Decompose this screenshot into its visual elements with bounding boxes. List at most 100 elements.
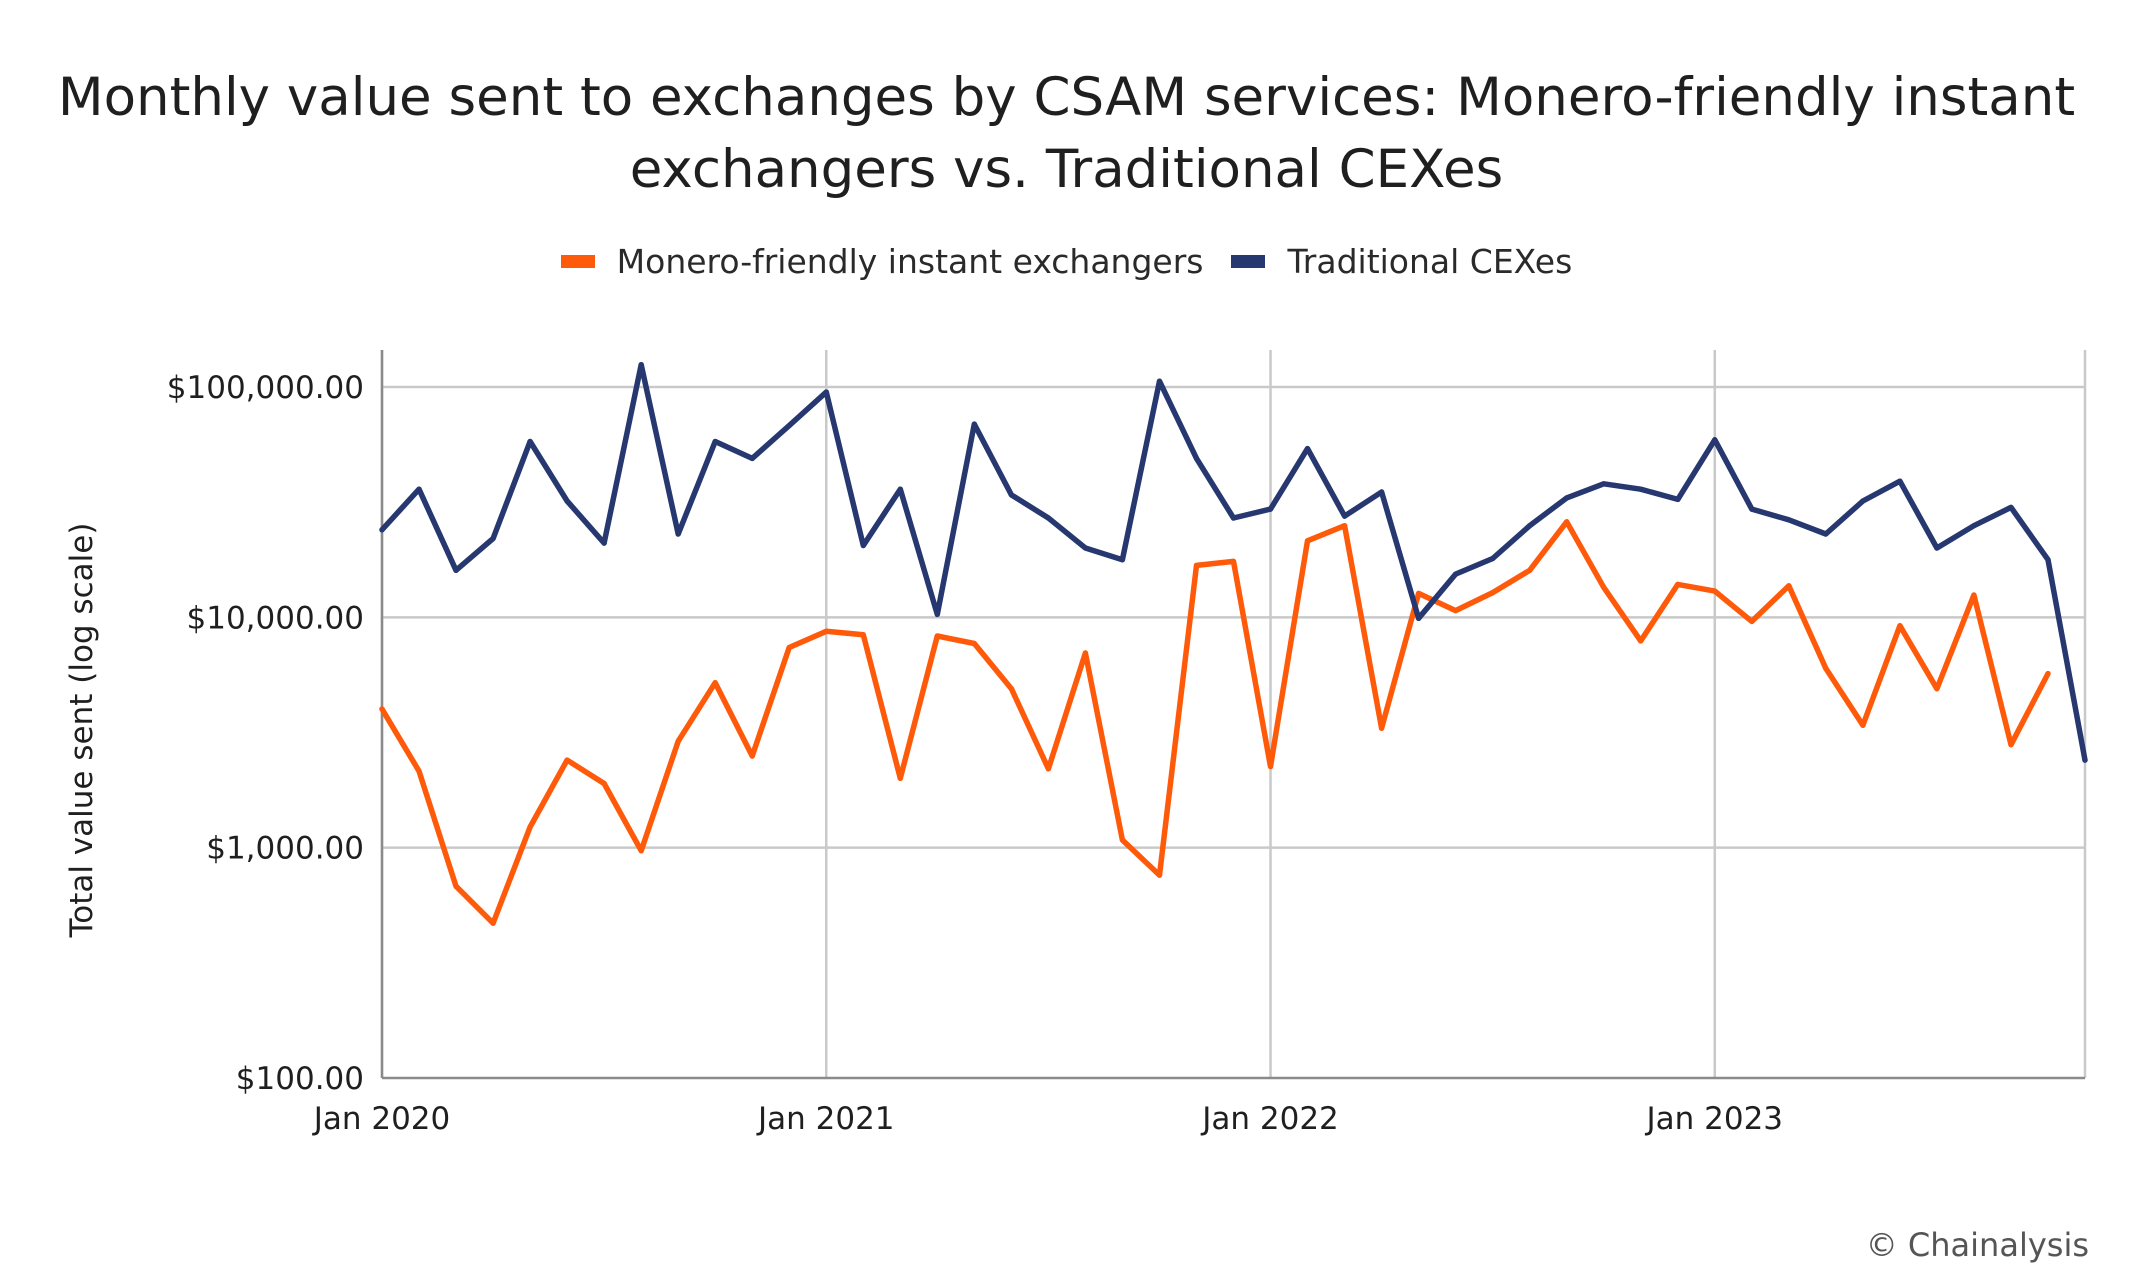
data-point bbox=[1601, 481, 1607, 487]
data-point bbox=[1712, 588, 1718, 594]
data-point bbox=[1712, 437, 1718, 443]
data-point bbox=[1193, 455, 1200, 461]
legend-swatch-cex bbox=[1231, 255, 1266, 268]
x-tick-label-0: Jan 2020 bbox=[312, 1101, 451, 1137]
legend-label-cex: Traditional CEXes bbox=[1287, 242, 1573, 281]
data-point bbox=[675, 738, 681, 744]
data-point bbox=[860, 542, 866, 549]
data-point bbox=[2008, 504, 2014, 511]
data-point bbox=[1453, 607, 1459, 614]
data-point bbox=[1675, 581, 1681, 587]
data-point bbox=[675, 531, 681, 537]
data-point bbox=[453, 883, 459, 889]
credit-text: © Chainalysis bbox=[1865, 1226, 2089, 1264]
data-point bbox=[749, 753, 755, 759]
data-point bbox=[934, 611, 940, 617]
legend-item-cex[interactable]: Traditional CEXes bbox=[1231, 242, 1572, 281]
y-axis-title: Total value sent (log scale) bbox=[64, 523, 100, 939]
data-point bbox=[1675, 496, 1681, 503]
data-point bbox=[1156, 378, 1163, 384]
data-point bbox=[1527, 523, 1533, 529]
data-point bbox=[1267, 763, 1274, 770]
data-point bbox=[416, 486, 422, 492]
data-point bbox=[2045, 670, 2051, 677]
data-point bbox=[1045, 515, 1051, 521]
data-point bbox=[1490, 555, 1496, 562]
legend-item-monero[interactable]: Monero-friendly instant exchangers bbox=[560, 242, 1203, 281]
data-point bbox=[1527, 567, 1533, 573]
data-point bbox=[786, 422, 792, 429]
x-tick-label-1: Jan 2021 bbox=[756, 1101, 895, 1137]
data-point bbox=[2008, 742, 2014, 748]
data-point bbox=[601, 780, 607, 787]
data-point bbox=[1119, 557, 1126, 563]
chart-title-line-1: Monthly value sent to exchanges by CSAM … bbox=[57, 67, 2076, 128]
data-point bbox=[1786, 517, 1792, 523]
data-point bbox=[1934, 545, 1940, 551]
data-point bbox=[1860, 498, 1866, 504]
data-point bbox=[1304, 446, 1311, 452]
data-point bbox=[416, 768, 422, 774]
data-point bbox=[897, 486, 903, 492]
data-point bbox=[1416, 590, 1422, 597]
data-point bbox=[1564, 519, 1570, 525]
legend: Monero-friendly instant exchangers Tradi… bbox=[0, 242, 2133, 281]
data-point bbox=[1378, 489, 1385, 495]
axes bbox=[380, 350, 2085, 1080]
data-point bbox=[1638, 486, 1644, 492]
axis-labels: $100.00 $1,000.00 $10,000.00 $100,000.00 Jan… bbox=[64, 370, 1783, 1137]
series-points-cex bbox=[379, 362, 2088, 763]
data-point bbox=[971, 640, 977, 647]
data-point bbox=[1860, 722, 1866, 728]
data-point bbox=[1897, 478, 1903, 484]
data-point bbox=[860, 632, 866, 638]
y-tick-label-2: $10,000.00 bbox=[187, 600, 365, 636]
data-point bbox=[1490, 590, 1496, 596]
data-point bbox=[1453, 571, 1459, 577]
data-point bbox=[2082, 757, 2088, 763]
data-point bbox=[1341, 513, 1348, 519]
x-tick-label-3: Jan 2023 bbox=[1645, 1101, 1784, 1137]
data-point bbox=[1601, 584, 1607, 590]
data-point bbox=[1823, 531, 1829, 537]
data-point bbox=[823, 628, 829, 634]
y-tick-label-0: $100.00 bbox=[236, 1061, 364, 1097]
chart-title-line-2: exchangers vs. Traditional CEXes bbox=[629, 139, 1504, 200]
data-point bbox=[1786, 583, 1792, 589]
data-point bbox=[1267, 506, 1274, 512]
legend-swatch-monero bbox=[560, 255, 595, 268]
y-tick-label-1: $1,000.00 bbox=[206, 831, 364, 867]
data-point bbox=[1045, 766, 1051, 772]
data-point bbox=[638, 362, 644, 368]
data-point bbox=[1971, 523, 1977, 529]
data-point bbox=[1749, 618, 1755, 625]
data-point bbox=[1823, 665, 1829, 672]
data-point bbox=[601, 540, 607, 546]
data-point bbox=[1897, 623, 1903, 629]
data-point bbox=[453, 567, 459, 573]
data-point bbox=[1230, 515, 1237, 521]
data-point bbox=[527, 824, 533, 830]
data-point bbox=[1156, 872, 1163, 878]
data-point bbox=[1082, 650, 1089, 656]
data-point bbox=[1341, 523, 1348, 529]
series-lines bbox=[379, 361, 2088, 926]
data-point bbox=[1934, 686, 1940, 692]
data-point bbox=[1564, 495, 1570, 501]
gridlines bbox=[380, 350, 2087, 1078]
data-point bbox=[379, 706, 385, 712]
x-tick-label-2: Jan 2022 bbox=[1200, 1101, 1339, 1137]
data-point bbox=[1008, 686, 1014, 692]
data-point bbox=[527, 438, 533, 445]
data-point bbox=[1971, 592, 1977, 598]
data-point bbox=[934, 633, 940, 639]
data-point bbox=[1749, 506, 1755, 512]
data-point bbox=[1416, 615, 1422, 621]
data-point bbox=[564, 498, 570, 504]
data-point bbox=[786, 644, 792, 651]
data-point bbox=[1008, 492, 1014, 498]
data-point bbox=[490, 920, 496, 926]
data-point bbox=[1119, 837, 1126, 843]
data-point bbox=[823, 389, 829, 395]
